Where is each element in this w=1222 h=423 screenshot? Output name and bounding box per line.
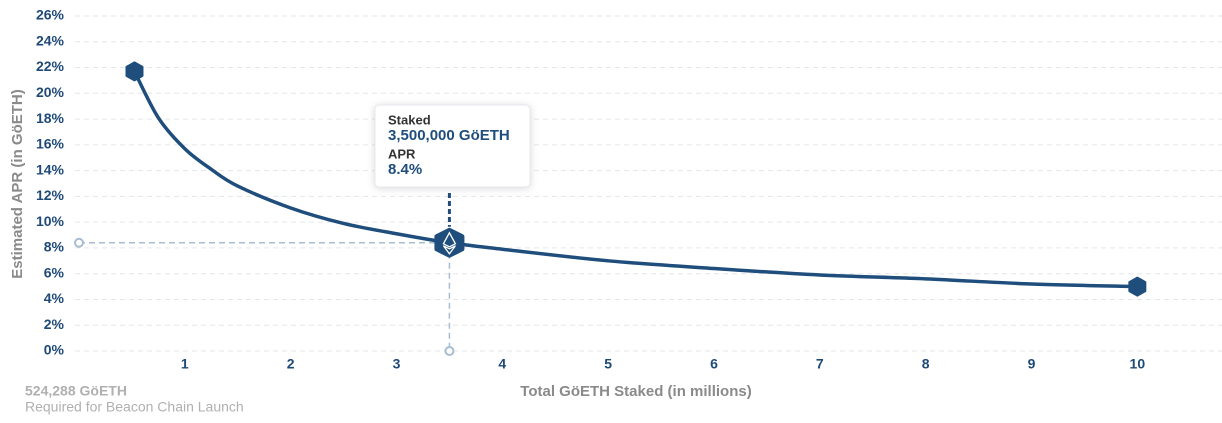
x-tick-label: 9 — [1028, 356, 1036, 372]
highlight-marker — [434, 227, 465, 258]
tooltip — [374, 104, 531, 188]
x-tick-label: 3 — [393, 356, 401, 372]
x-tick-label: 6 — [710, 356, 718, 372]
x-tick-label: 1 — [181, 356, 189, 372]
y-tick-label: 22% — [36, 58, 65, 74]
x-tick-label: 10 — [1130, 356, 1146, 372]
y-tick-label: 8% — [44, 239, 65, 255]
y-tick-label: 4% — [44, 290, 65, 306]
guide-end — [444, 346, 455, 356]
x-axis-title: Total GöETH Staked (in millions) — [520, 383, 751, 400]
y-tick-label: 2% — [44, 316, 65, 332]
tooltip-heading: APR — [388, 146, 416, 161]
annotation-title: 524,288 GöETH — [25, 383, 127, 399]
y-tick-label: 14% — [36, 161, 65, 177]
y-tick-label: 10% — [36, 213, 65, 229]
end-marker — [1128, 276, 1147, 297]
apr-line — [132, 70, 1138, 289]
guide-end — [74, 237, 84, 248]
x-tick-label: 2 — [287, 356, 295, 372]
y-axis-title: Estimated APR (in GöETH) — [9, 89, 26, 278]
y-tick-label: 12% — [36, 187, 65, 203]
x-tick-label: 4 — [498, 356, 506, 372]
y-tick-label: 26% — [36, 7, 65, 23]
y-tick-label: 0% — [44, 342, 65, 358]
x-tick-label: 8 — [922, 356, 930, 372]
x-tick-label: 7 — [816, 356, 824, 372]
eth-icon — [442, 245, 456, 255]
y-tick-label: 16% — [36, 136, 65, 152]
tooltip-value: 3,500,000 GöETH — [388, 127, 510, 144]
tooltip-value: 8.4% — [388, 161, 422, 178]
y-tick-label: 24% — [36, 32, 65, 48]
tooltip-heading: Staked — [388, 112, 431, 127]
end-marker — [125, 61, 144, 82]
eth-icon — [442, 231, 457, 248]
y-tick-label: 6% — [44, 264, 65, 280]
x-tick-label: 5 — [604, 356, 612, 372]
y-tick-label: 20% — [36, 84, 65, 100]
y-tick-label: 18% — [36, 110, 65, 126]
annotation-text: Required for Beacon Chain Launch — [25, 399, 244, 415]
